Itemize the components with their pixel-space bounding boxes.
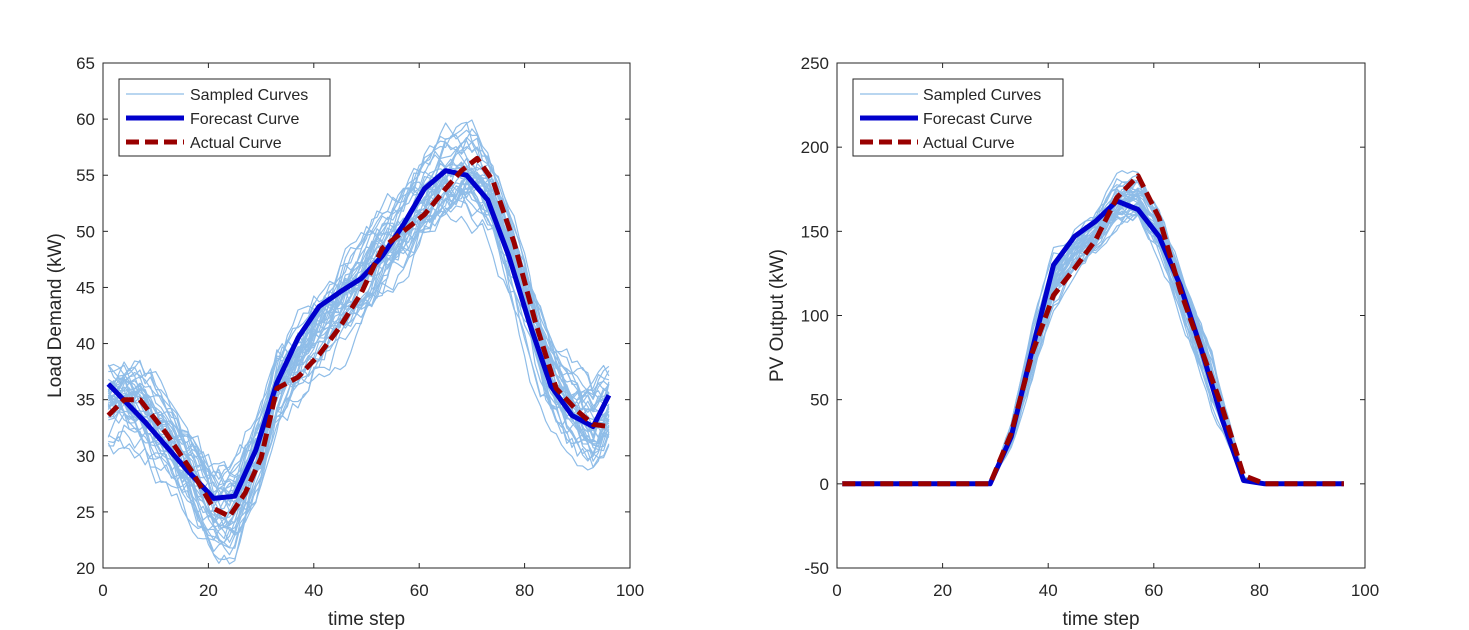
- pv-y-tick-label: -50: [804, 559, 829, 578]
- pv-y-tick-label: 200: [801, 138, 829, 157]
- load-x-tick-label: 100: [616, 581, 644, 600]
- load-y-tick-label: 40: [76, 335, 95, 354]
- pv-y-tick-label: 0: [820, 475, 829, 494]
- load-y-ticks: 20 25 30 35 40 45 50 55 60 65: [76, 54, 630, 578]
- pv-legend-forecast-label: Forecast Curve: [923, 111, 1032, 128]
- pv-x-tick-label: 20: [933, 581, 952, 600]
- load-x-ticks: 0 20 40 60 80 100: [98, 63, 644, 600]
- load-x-tick-label: 40: [304, 581, 323, 600]
- load-legend-forecast-label: Forecast Curve: [190, 111, 299, 128]
- pv-x-tick-label: 60: [1144, 581, 1163, 600]
- pv-y-tick-label: 50: [810, 391, 829, 410]
- load-y-tick-label: 55: [76, 166, 95, 185]
- load-y-tick-label: 30: [76, 447, 95, 466]
- load-y-tick-label: 50: [76, 222, 95, 241]
- pv-main-series: [842, 173, 1344, 487]
- load-y-tick-label: 60: [76, 110, 95, 129]
- load-y-axis-label: Load Demand (kW): [45, 233, 66, 398]
- pv-x-axis-label: time step: [1062, 609, 1139, 630]
- load-forecast-curve: [106, 168, 612, 501]
- pv-forecast-curve: [842, 198, 1344, 487]
- load-x-tick-label: 20: [199, 581, 218, 600]
- pv-x-tick-label: 100: [1351, 581, 1379, 600]
- load-axes-box: [102, 62, 631, 569]
- load-x-tick-label: 60: [410, 581, 429, 600]
- pv-x-tick-label: 0: [832, 581, 841, 600]
- load-x-tick-label: 80: [515, 581, 534, 600]
- load-sampled-curve: [107, 168, 610, 483]
- load-sampled-curve: [107, 158, 610, 503]
- pv-y-tick-label: 150: [801, 222, 829, 241]
- pv-y-ticks: -50 0 50 100 150 200 250: [801, 54, 1365, 578]
- pv-y-axis-label: PV Output (kW): [767, 249, 788, 382]
- pv-x-tick-label: 80: [1250, 581, 1269, 600]
- load-y-tick-label: 35: [76, 391, 95, 410]
- load-sampled-curve: [107, 146, 610, 524]
- load-y-tick-label: 20: [76, 559, 95, 578]
- pv-actual-curve: [842, 173, 1344, 487]
- load-sampled-curve: [107, 181, 610, 541]
- load-legend-actual-label: Actual Curve: [190, 135, 282, 152]
- pv-y-tick-label: 100: [801, 307, 829, 326]
- pv-legend: Sampled Curves Forecast Curve Actual Cur…: [852, 78, 1064, 157]
- pv-x-ticks: 0 20 40 60 80 100: [832, 63, 1379, 600]
- load-legend: Sampled Curves Forecast Curve Actual Cur…: [118, 78, 331, 157]
- load-legend-sampled-label: Sampled Curves: [190, 87, 308, 104]
- load-x-axis-label: time step: [328, 609, 405, 630]
- load-main-series: [106, 155, 612, 519]
- pv-legend-actual-label: Actual Curve: [923, 135, 1015, 152]
- load-sampled-curve: [108, 168, 610, 544]
- load-y-tick-label: 65: [76, 54, 95, 73]
- load-y-tick-label: 25: [76, 503, 95, 522]
- load-x-tick-label: 0: [98, 581, 107, 600]
- load-y-tick-label: 45: [76, 278, 95, 297]
- pv-legend-sampled-label: Sampled Curves: [923, 87, 1041, 104]
- load-actual-curve: [106, 155, 610, 519]
- pv-x-tick-label: 40: [1039, 581, 1058, 600]
- pv-y-tick-label: 250: [801, 54, 829, 73]
